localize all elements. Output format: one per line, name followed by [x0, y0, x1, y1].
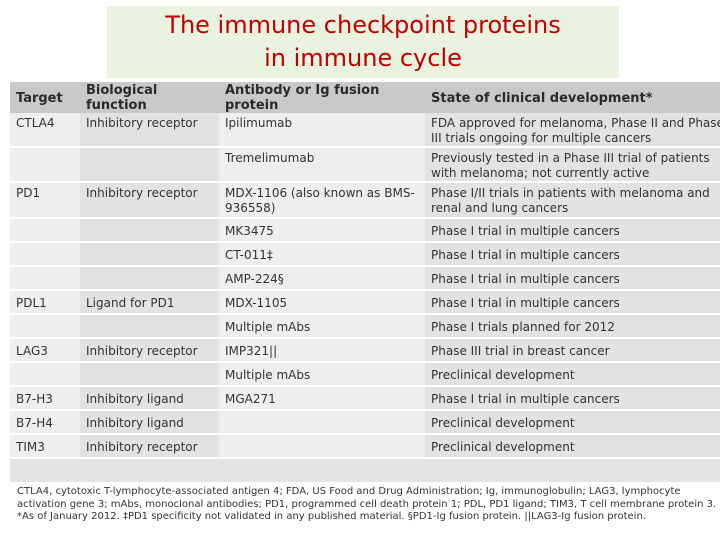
table-row: TIM3 Inhibitory receptor Preclinical devel… [10, 434, 720, 459]
cell-antibody: Ipilimumab [219, 113, 425, 148]
cell-antibody: MDX-1106 (also known as BMS-936558) [219, 182, 425, 219]
cell-biological-function: Inhibitory receptor [80, 434, 219, 459]
cell-target: PDL1 [10, 290, 80, 315]
cell-biological-function [80, 218, 219, 243]
cell-clinical-state: Phase I trial in multiple cancers [425, 266, 720, 291]
cell-antibody [219, 434, 425, 459]
table-row: Tremelimumab Previously tested in a Phase… [10, 147, 720, 183]
cell-biological-function: Inhibitory ligand [80, 410, 219, 435]
header-target: Target [10, 83, 80, 113]
cell-clinical-state: FDA approved for melanoma, Phase II and … [425, 113, 720, 148]
cell-target: B7-H3 [10, 386, 80, 411]
cell-biological-function: Ligand for PD1 [80, 290, 219, 315]
cell-antibody: MDX-1105 [219, 290, 425, 315]
cell-antibody: Multiple mAbs [219, 314, 425, 339]
cell-antibody: MK3475 [219, 218, 425, 243]
table-footnote: CTLA4, cytotoxic T-lymphocyte-associated… [17, 486, 717, 522]
cell-target: CTLA4 [10, 113, 80, 148]
table-row: PD1 Inhibitory receptor MDX-1106 (also kno… [10, 182, 720, 219]
cell-antibody: IMP321|| [219, 338, 425, 363]
table-row: B7-H4 Inhibitory ligand Preclinical develo… [10, 410, 720, 435]
table-row: B7-H3 Inhibitory ligand MGA271 Phase I tria… [10, 386, 720, 411]
cell-biological-function [80, 242, 219, 267]
cell-clinical-state: Preclinical development [425, 434, 720, 459]
table-row: CT-011‡ Phase I trial in multiple cancers [10, 242, 720, 267]
cell-clinical-state: Phase I trial in multiple cancers [425, 242, 720, 267]
checkpoint-table: Target Biological function Antibody or I… [10, 83, 720, 459]
cell-biological-function [80, 266, 219, 291]
cell-biological-function: Inhibitory receptor [80, 113, 219, 148]
slide-title-line-2: in immune cycle [264, 44, 462, 72]
slide-title-line-1: The immune checkpoint proteins [165, 11, 561, 39]
table-row: CTLA4 Inhibitory receptor Ipilimumab FDA ap… [10, 113, 720, 148]
checkpoint-table-container: Target Biological function Antibody or I… [10, 82, 720, 482]
cell-target: B7-H4 [10, 410, 80, 435]
cell-clinical-state: Previously tested in a Phase III trial o… [425, 147, 720, 183]
slide-title: The immune checkpoint proteins in immune… [107, 6, 619, 78]
cell-target: TIM3 [10, 434, 80, 459]
cell-antibody: CT-011‡ [219, 242, 425, 267]
cell-target [10, 266, 80, 291]
cell-target [10, 147, 80, 183]
cell-biological-function [80, 362, 219, 387]
cell-biological-function: Inhibitory ligand [80, 386, 219, 411]
table-row: Multiple mAbs Preclinical development [10, 362, 720, 387]
table-row: Multiple mAbs Phase I trials planned for … [10, 314, 720, 339]
header-antibody: Antibody or Ig fusion protein [219, 83, 425, 113]
table-row: PDL1 Ligand for PD1 MDX-1105 Phase I trial … [10, 290, 720, 315]
cell-antibody [219, 410, 425, 435]
cell-clinical-state: Phase III trial in breast cancer [425, 338, 720, 363]
table-row: MK3475 Phase I trial in multiple cancers [10, 218, 720, 243]
cell-clinical-state: Phase I trial in multiple cancers [425, 386, 720, 411]
cell-clinical-state: Phase I/II trials in patients with melan… [425, 182, 720, 219]
cell-antibody: AMP-224§ [219, 266, 425, 291]
cell-biological-function [80, 314, 219, 339]
table-header-row: Target Biological function Antibody or I… [10, 83, 720, 113]
cell-target: PD1 [10, 182, 80, 219]
header-clinical-state: State of clinical development* [425, 83, 720, 113]
cell-biological-function [80, 147, 219, 183]
cell-antibody: Multiple mAbs [219, 362, 425, 387]
cell-clinical-state: Preclinical development [425, 410, 720, 435]
cell-antibody: MGA271 [219, 386, 425, 411]
table-row: AMP-224§ Phase I trial in multiple cancer… [10, 266, 720, 291]
cell-clinical-state: Preclinical development [425, 362, 720, 387]
cell-target [10, 362, 80, 387]
cell-target: LAG3 [10, 338, 80, 363]
header-biological-function: Biological function [80, 83, 219, 113]
cell-target [10, 242, 80, 267]
cell-clinical-state: Phase I trial in multiple cancers [425, 218, 720, 243]
table-row: LAG3 Inhibitory receptor IMP321|| Phase III… [10, 338, 720, 363]
cell-target [10, 314, 80, 339]
cell-biological-function: Inhibitory receptor [80, 182, 219, 219]
cell-clinical-state: Phase I trials planned for 2012 [425, 314, 720, 339]
cell-clinical-state: Phase I trial in multiple cancers [425, 290, 720, 315]
cell-biological-function: Inhibitory receptor [80, 338, 219, 363]
cell-target [10, 218, 80, 243]
cell-antibody: Tremelimumab [219, 147, 425, 183]
